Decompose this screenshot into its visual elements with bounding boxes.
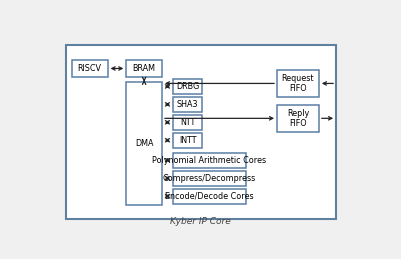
- Bar: [173, 189, 246, 204]
- Text: Polynomial Arithmetic Cores: Polynomial Arithmetic Cores: [152, 156, 266, 165]
- Bar: [173, 153, 246, 168]
- Text: DRBG: DRBG: [176, 82, 199, 91]
- Text: SHA3: SHA3: [177, 100, 198, 109]
- Text: Encode/Decode Cores: Encode/Decode Cores: [165, 192, 254, 201]
- Text: DMA: DMA: [135, 139, 154, 148]
- Bar: [173, 97, 203, 112]
- Text: Compress/Decompress: Compress/Decompress: [163, 174, 256, 183]
- Text: Kyber IP Core: Kyber IP Core: [170, 217, 231, 226]
- Bar: [126, 82, 162, 205]
- Bar: [173, 171, 246, 186]
- Text: INTT: INTT: [179, 136, 196, 145]
- Text: BRAM: BRAM: [133, 64, 156, 73]
- Text: Reply
FIFO: Reply FIFO: [287, 109, 309, 128]
- Bar: [72, 60, 107, 77]
- Text: Request
FIFO: Request FIFO: [282, 74, 314, 93]
- Bar: [173, 115, 203, 130]
- Bar: [173, 79, 203, 94]
- Bar: [173, 133, 203, 148]
- Bar: [277, 105, 319, 132]
- Text: RISCV: RISCV: [78, 64, 102, 73]
- Bar: [66, 45, 336, 219]
- Bar: [126, 60, 162, 77]
- Text: NTT: NTT: [180, 118, 195, 127]
- Bar: [277, 70, 319, 97]
